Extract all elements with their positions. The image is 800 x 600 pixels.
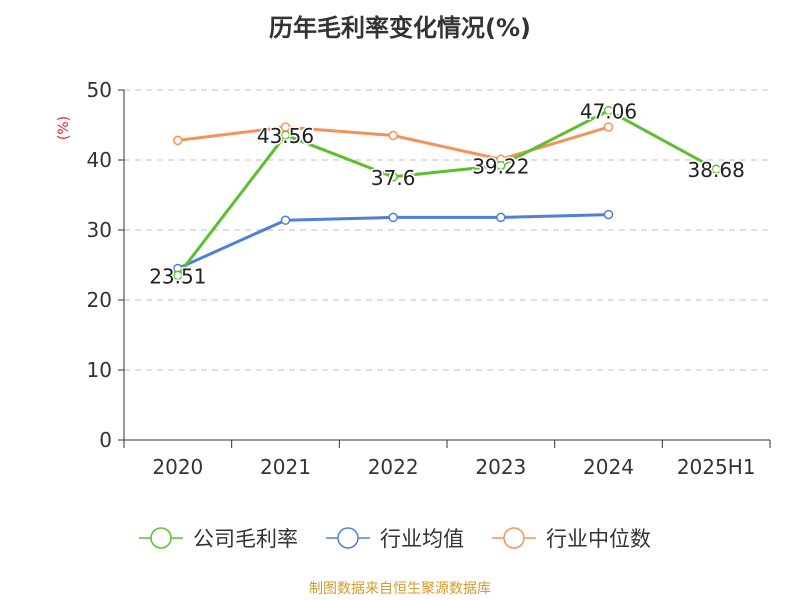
y-tick-label: 40	[87, 148, 112, 172]
legend-marker	[337, 527, 359, 549]
x-tick-label: 2025H1	[677, 455, 756, 479]
data-label: 38.68	[688, 158, 745, 182]
data-label: 37.6	[371, 166, 416, 190]
data-point	[711, 164, 721, 174]
data-point	[603, 209, 614, 220]
series-line	[177, 213, 609, 270]
source-note: 制图数据来自恒生聚源数据库	[309, 581, 491, 597]
legend-label: 行业均值	[380, 527, 464, 551]
x-tick-label: 2022	[368, 455, 419, 479]
data-point	[388, 130, 398, 141]
y-tick-label: 0	[99, 428, 112, 452]
x-tick-label: 2021	[260, 455, 311, 479]
data-point	[388, 212, 398, 223]
legend-marker	[150, 527, 172, 549]
legend-marker	[503, 527, 525, 549]
x-tick-label: 2024	[583, 455, 634, 479]
y-tick-label: 10	[87, 358, 112, 382]
x-tick-label: 2020	[152, 455, 203, 479]
data-point	[603, 122, 614, 132]
legend-label: 公司毛利率	[193, 527, 298, 551]
data-label: 43.56	[257, 124, 314, 148]
data-point	[280, 215, 291, 225]
data-label: 47.06	[580, 100, 637, 124]
legend-label: 行业中位数	[546, 527, 651, 551]
data-point	[280, 130, 291, 140]
data-point	[496, 160, 506, 171]
data-point	[603, 105, 614, 116]
data-label: 39.22	[472, 154, 529, 178]
data-point	[173, 270, 183, 281]
data-point	[388, 172, 398, 182]
y-axis-label: (%)	[56, 116, 72, 140]
series-line	[176, 109, 717, 277]
y-tick-label: 20	[87, 288, 112, 312]
data-point	[173, 135, 183, 146]
data-point	[496, 212, 506, 223]
y-tick-label: 30	[87, 218, 112, 242]
x-tick-label: 2023	[475, 455, 526, 479]
chart-title: 历年毛利率变化情况(%)	[269, 14, 531, 42]
y-tick-label: 50	[87, 78, 112, 102]
data-label: 23.51	[149, 264, 206, 288]
